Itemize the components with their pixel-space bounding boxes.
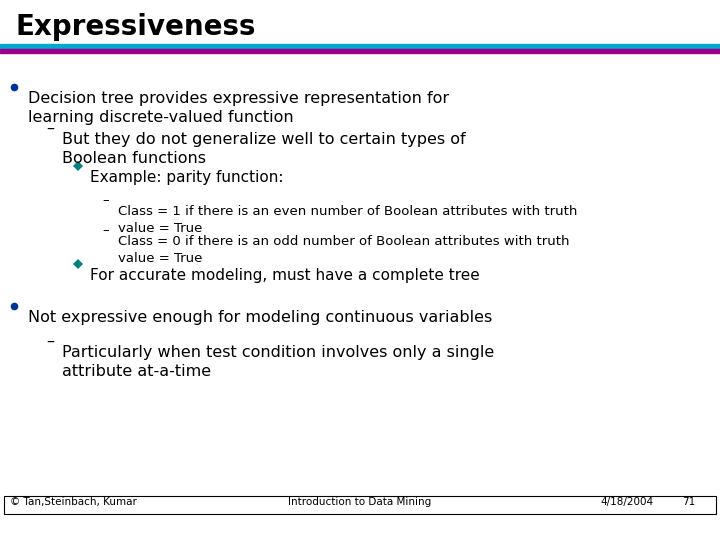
Text: © Tan,Steinbach, Kumar: © Tan,Steinbach, Kumar xyxy=(10,497,137,507)
Text: Example: parity function:: Example: parity function: xyxy=(90,170,284,185)
Text: Class = 1 if there is an even number of Boolean attributes with truth
value = Tr: Class = 1 if there is an even number of … xyxy=(118,205,577,234)
Text: Introduction to Data Mining: Introduction to Data Mining xyxy=(289,497,431,507)
Text: –: – xyxy=(46,334,54,348)
Bar xyxy=(0,49,720,53)
Text: 71: 71 xyxy=(682,497,695,507)
Text: Not expressive enough for modeling continuous variables: Not expressive enough for modeling conti… xyxy=(28,310,492,325)
Text: –: – xyxy=(102,194,109,207)
Text: 4/18/2004: 4/18/2004 xyxy=(600,497,653,507)
Bar xyxy=(4,496,716,514)
Text: Expressiveness: Expressiveness xyxy=(16,13,256,41)
Text: But they do not generalize well to certain types of
Boolean functions: But they do not generalize well to certa… xyxy=(62,132,466,166)
Bar xyxy=(0,44,720,49)
Text: –: – xyxy=(46,120,54,136)
Text: –: – xyxy=(102,225,109,238)
Text: For accurate modeling, must have a complete tree: For accurate modeling, must have a compl… xyxy=(90,268,480,283)
Text: Class = 0 if there is an odd number of Boolean attributes with truth
value = Tru: Class = 0 if there is an odd number of B… xyxy=(118,235,570,265)
Text: Decision tree provides expressive representation for
learning discrete-valued fu: Decision tree provides expressive repres… xyxy=(28,91,449,125)
Text: Particularly when test condition involves only a single
attribute at-a-time: Particularly when test condition involve… xyxy=(62,345,494,379)
